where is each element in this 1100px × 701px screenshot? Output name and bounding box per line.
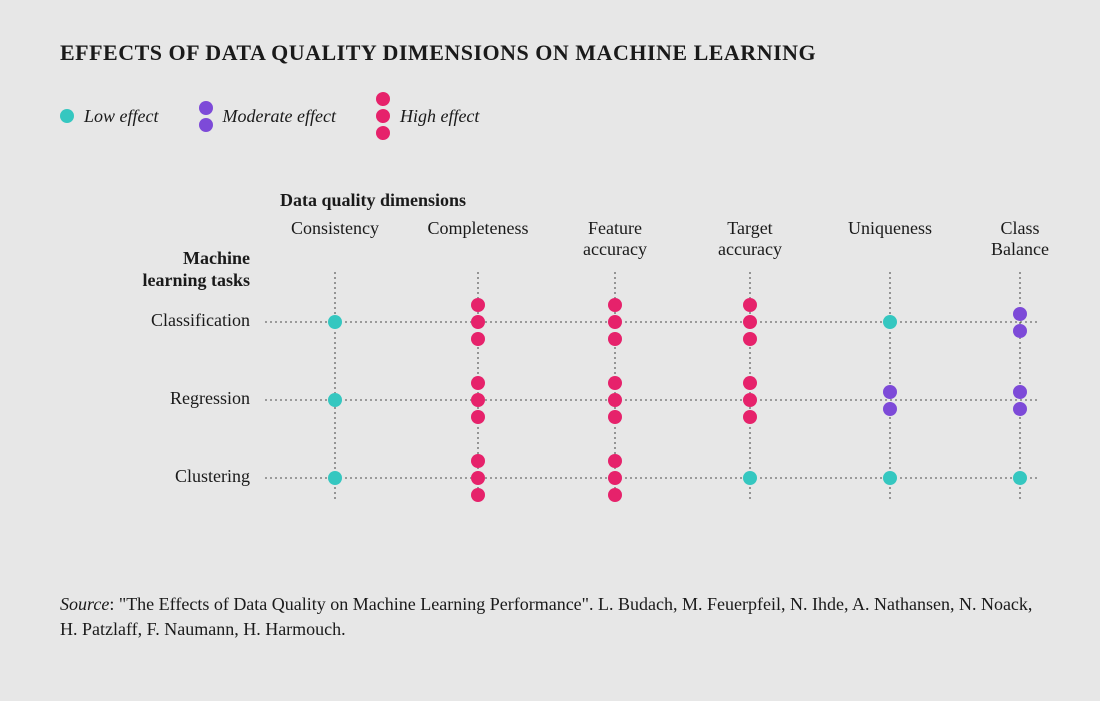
- dot-icon: [743, 332, 757, 346]
- dot-icon: [471, 471, 485, 485]
- matrix-cell: [883, 315, 897, 329]
- dot-icon: [883, 385, 897, 399]
- matrix-cell: [743, 376, 757, 424]
- matrix-cell: [608, 454, 622, 502]
- dot-icon: [376, 126, 390, 140]
- column-header: ClassBalance: [955, 218, 1085, 259]
- matrix-cell: [743, 471, 757, 485]
- dot-icon: [60, 109, 74, 123]
- dot-icon: [883, 315, 897, 329]
- legend-label: High effect: [400, 106, 479, 127]
- column-header: Featureaccuracy: [550, 218, 680, 259]
- dot-icon: [1013, 307, 1027, 321]
- column-header: Targetaccuracy: [685, 218, 815, 259]
- dot-icon: [608, 488, 622, 502]
- matrix-cell: [608, 376, 622, 424]
- dot-icon: [743, 393, 757, 407]
- page: EFFECTS OF DATA QUALITY DIMENSIONS ON MA…: [0, 0, 1100, 701]
- legend-dots: [199, 101, 213, 132]
- column-header: Uniqueness: [825, 218, 955, 239]
- dot-icon: [608, 454, 622, 468]
- legend-item: High effect: [376, 92, 479, 140]
- dot-icon: [883, 471, 897, 485]
- matrix-cell: [1013, 385, 1027, 416]
- dot-matrix-chart: Data quality dimensions Machinelearning …: [60, 190, 1040, 520]
- legend-dots: [60, 109, 74, 123]
- legend-item: Low effect: [60, 106, 159, 127]
- legend: Low effect Moderate effect High effect: [60, 92, 1040, 140]
- dot-icon: [328, 393, 342, 407]
- legend-label: Low effect: [84, 106, 159, 127]
- dot-icon: [743, 315, 757, 329]
- dot-icon: [328, 315, 342, 329]
- dot-icon: [199, 118, 213, 132]
- dot-icon: [471, 410, 485, 424]
- dot-icon: [1013, 402, 1027, 416]
- dot-icon: [743, 376, 757, 390]
- page-title: EFFECTS OF DATA QUALITY DIMENSIONS ON MA…: [60, 40, 1040, 66]
- dot-icon: [608, 298, 622, 312]
- row-label: Regression: [60, 388, 250, 409]
- dot-icon: [471, 315, 485, 329]
- legend-item: Moderate effect: [199, 101, 336, 132]
- dot-icon: [608, 332, 622, 346]
- dot-icon: [883, 402, 897, 416]
- source-citation: Source: "The Effects of Data Quality on …: [60, 592, 1040, 641]
- dot-icon: [471, 332, 485, 346]
- dot-icon: [743, 410, 757, 424]
- matrix-cell: [743, 298, 757, 346]
- matrix-cell: [1013, 471, 1027, 485]
- dot-icon: [471, 298, 485, 312]
- legend-dots: [376, 92, 390, 140]
- dot-icon: [471, 376, 485, 390]
- dot-icon: [608, 376, 622, 390]
- source-prefix: Source: [60, 594, 109, 614]
- dot-icon: [608, 410, 622, 424]
- matrix-cell: [471, 298, 485, 346]
- dot-icon: [471, 454, 485, 468]
- dot-icon: [199, 101, 213, 115]
- dot-icon: [1013, 324, 1027, 338]
- dot-icon: [471, 488, 485, 502]
- column-header: Consistency: [270, 218, 400, 239]
- matrix-cell: [1013, 307, 1027, 338]
- dot-icon: [608, 393, 622, 407]
- matrix-cell: [883, 385, 897, 416]
- matrix-cell: [328, 471, 342, 485]
- dot-icon: [1013, 471, 1027, 485]
- row-label: Clustering: [60, 466, 250, 487]
- dot-icon: [1013, 385, 1027, 399]
- matrix-cell: [471, 454, 485, 502]
- dot-icon: [471, 393, 485, 407]
- matrix-cell: [328, 315, 342, 329]
- dot-icon: [328, 471, 342, 485]
- matrix-cell: [608, 298, 622, 346]
- source-title: "The Effects of Data Quality on Machine …: [119, 594, 594, 614]
- dot-icon: [376, 109, 390, 123]
- dot-icon: [743, 298, 757, 312]
- row-label: Classification: [60, 310, 250, 331]
- column-header: Completeness: [413, 218, 543, 239]
- matrix-cell: [328, 393, 342, 407]
- dot-icon: [608, 315, 622, 329]
- matrix-cell: [471, 376, 485, 424]
- dot-icon: [376, 92, 390, 106]
- dot-icon: [743, 471, 757, 485]
- dot-icon: [608, 471, 622, 485]
- matrix-cell: [883, 471, 897, 485]
- legend-label: Moderate effect: [223, 106, 336, 127]
